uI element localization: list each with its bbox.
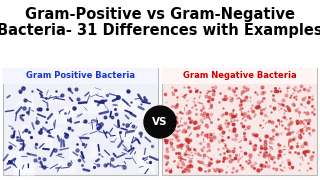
FancyBboxPatch shape (47, 127, 61, 136)
FancyBboxPatch shape (5, 151, 22, 164)
FancyBboxPatch shape (44, 129, 53, 143)
FancyBboxPatch shape (134, 105, 147, 119)
FancyBboxPatch shape (131, 123, 140, 136)
FancyBboxPatch shape (21, 125, 29, 140)
FancyBboxPatch shape (3, 68, 158, 175)
FancyBboxPatch shape (48, 111, 67, 124)
Text: VS: VS (152, 117, 168, 127)
FancyBboxPatch shape (123, 102, 133, 110)
FancyBboxPatch shape (60, 107, 79, 116)
FancyBboxPatch shape (3, 68, 158, 84)
FancyBboxPatch shape (92, 96, 103, 106)
FancyBboxPatch shape (69, 149, 79, 160)
FancyBboxPatch shape (17, 101, 24, 110)
FancyBboxPatch shape (26, 98, 34, 112)
FancyBboxPatch shape (37, 91, 48, 99)
FancyBboxPatch shape (9, 137, 20, 148)
Text: Gram Positive Bacteria: Gram Positive Bacteria (26, 71, 135, 80)
FancyBboxPatch shape (79, 120, 86, 127)
FancyBboxPatch shape (119, 100, 139, 111)
Text: Bacteria- 31 Differences with Examples: Bacteria- 31 Differences with Examples (0, 22, 320, 37)
FancyBboxPatch shape (90, 142, 97, 158)
FancyBboxPatch shape (41, 139, 53, 150)
Circle shape (144, 106, 176, 138)
FancyBboxPatch shape (113, 130, 131, 141)
FancyBboxPatch shape (48, 93, 65, 103)
FancyBboxPatch shape (162, 68, 317, 84)
FancyBboxPatch shape (15, 165, 33, 173)
Text: Gram Negative Bacteria: Gram Negative Bacteria (183, 71, 296, 80)
Text: Gram-Positive vs Gram-Negative: Gram-Positive vs Gram-Negative (25, 6, 295, 21)
FancyBboxPatch shape (114, 91, 127, 98)
FancyBboxPatch shape (138, 158, 154, 173)
FancyBboxPatch shape (89, 89, 105, 96)
FancyBboxPatch shape (127, 136, 140, 142)
FancyBboxPatch shape (82, 100, 104, 114)
FancyBboxPatch shape (137, 150, 154, 165)
FancyBboxPatch shape (13, 162, 35, 176)
FancyBboxPatch shape (58, 162, 76, 174)
FancyBboxPatch shape (162, 68, 317, 175)
